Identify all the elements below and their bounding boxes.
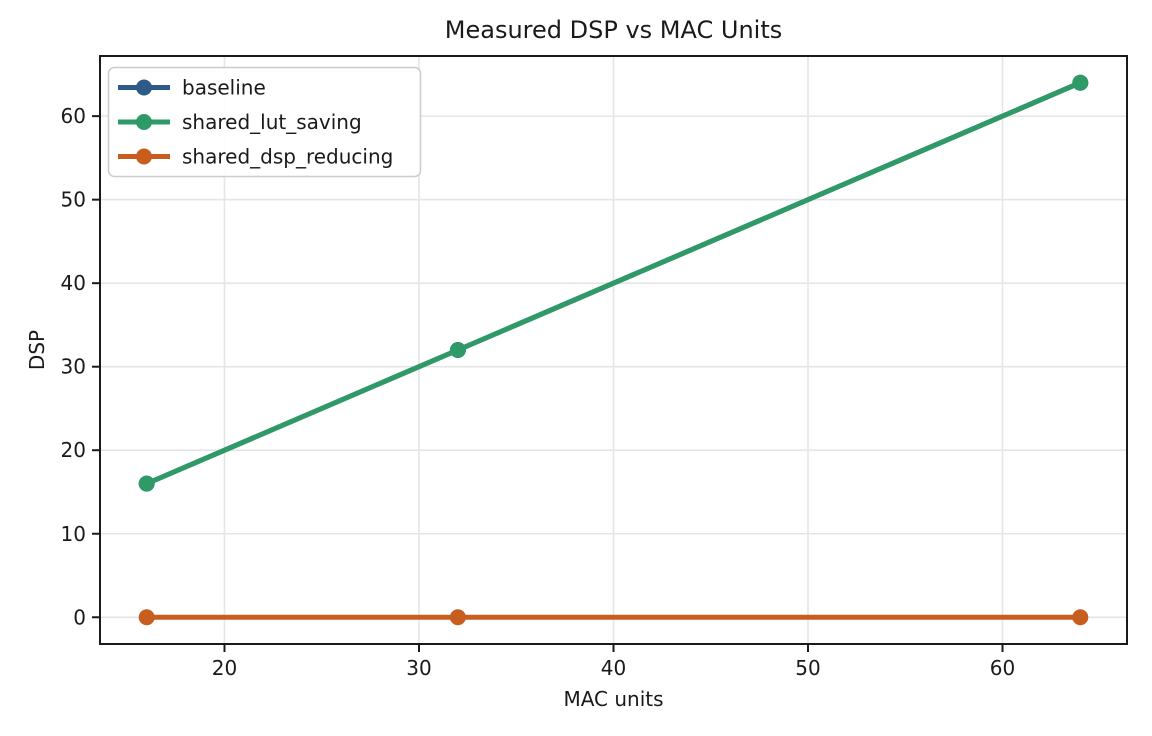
legend-item-shared_dsp_reducing: shared_dsp_reducing (118, 145, 393, 169)
y-tick-label: 50 (61, 188, 86, 212)
x-tick-label: 60 (990, 656, 1015, 680)
x-tick-label: 30 (406, 656, 431, 680)
axes: 20 30 40 50 60 0 10 20 30 40 50 60 (61, 104, 1016, 680)
y-tick-label: 10 (61, 522, 86, 546)
chart-title: Measured DSP vs MAC Units (445, 16, 782, 44)
legend-sample-marker (136, 79, 152, 96)
y-tick-label: 20 (61, 438, 86, 462)
y-tick-label: 60 (61, 104, 86, 128)
legend-item-baseline: baseline (118, 76, 266, 100)
legend-sample-marker (136, 114, 152, 130)
legend-item-shared_lut_saving: shared_lut_saving (118, 110, 362, 134)
series-marker-shared_lut_saving (1072, 74, 1089, 91)
legend-label: baseline (182, 76, 266, 100)
series-group (138, 74, 1089, 626)
x-tick-label: 40 (601, 656, 626, 680)
x-tick-label: 20 (212, 656, 237, 680)
y-tick-label: 0 (73, 605, 86, 629)
series-marker-shared_lut_saving (449, 342, 466, 358)
x-axis-label: MAC units (563, 687, 663, 711)
legend: baseline shared_lut_saving shared_dsp_redu… (107, 66, 422, 178)
series-marker-shared_dsp_reducing (449, 609, 466, 626)
legend-box (107, 66, 422, 178)
y-tick-label: 40 (61, 271, 86, 295)
series-marker-shared_lut_saving (138, 475, 155, 492)
series-marker-shared_dsp_reducing (1072, 609, 1089, 626)
legend-label: shared_dsp_reducing (182, 145, 393, 169)
series-marker-shared_dsp_reducing (138, 609, 155, 626)
y-tick-label: 30 (61, 355, 86, 379)
legend-label: shared_lut_saving (182, 110, 362, 134)
legend-sample-marker (136, 148, 152, 165)
y-axis-label: DSP (25, 330, 49, 370)
x-tick-label: 50 (795, 656, 820, 680)
